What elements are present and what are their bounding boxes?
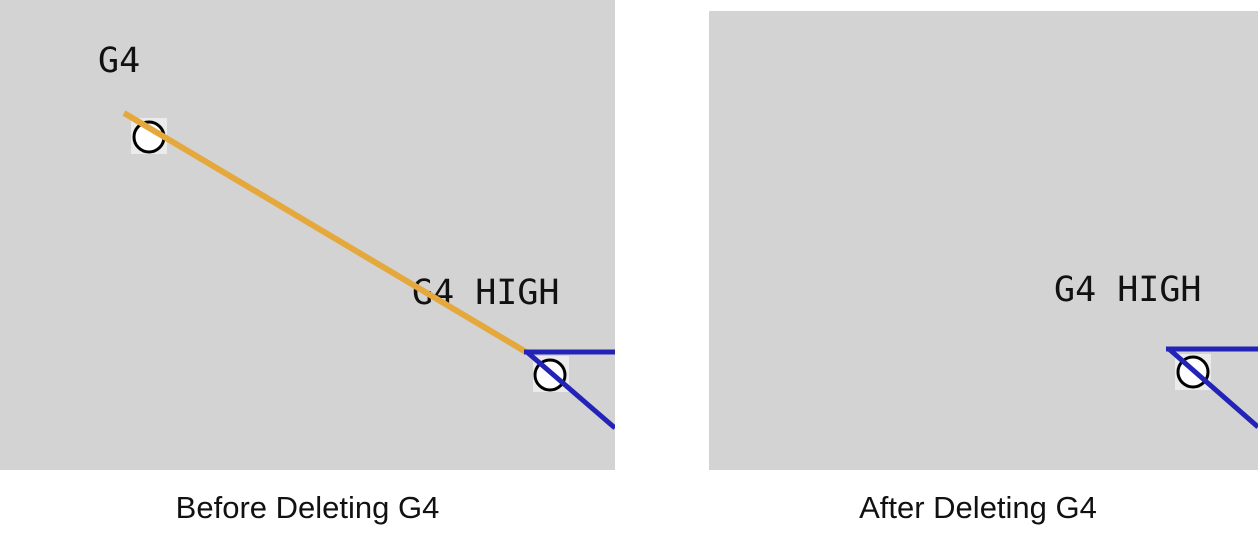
blue-wire-diagonal	[525, 350, 615, 430]
g4-wire	[122, 110, 528, 355]
g4-high-label: G4 HIGH	[1054, 270, 1202, 310]
g4-label: G4	[98, 41, 140, 81]
before-diagram: G4 G4 HIGH	[98, 41, 615, 430]
after-diagram: G4 HIGH	[1054, 270, 1258, 429]
after-caption: After Deleting G4	[859, 490, 1097, 525]
after-panel: G4 HIGH	[709, 11, 1258, 470]
blue-wire-diagonal	[1167, 347, 1258, 429]
g4-high-label: G4 HIGH	[412, 273, 560, 313]
before-caption: Before Deleting G4	[175, 490, 440, 525]
before-panel: G4 G4 HIGH	[0, 0, 615, 470]
